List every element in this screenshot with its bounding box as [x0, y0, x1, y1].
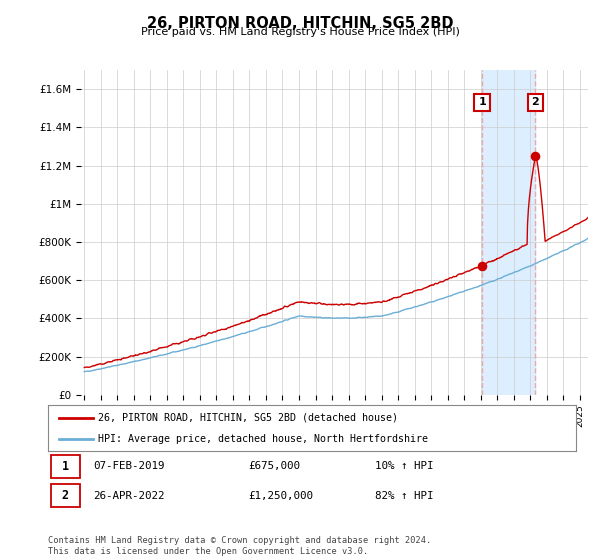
Text: 10% ↑ HPI: 10% ↑ HPI	[376, 461, 434, 472]
Text: 2: 2	[62, 489, 69, 502]
Text: 82% ↑ HPI: 82% ↑ HPI	[376, 491, 434, 501]
Text: HPI: Average price, detached house, North Hertfordshire: HPI: Average price, detached house, Nort…	[98, 435, 428, 444]
Text: 07-FEB-2019: 07-FEB-2019	[93, 461, 164, 472]
Text: 2: 2	[532, 97, 539, 108]
Text: 1: 1	[478, 97, 486, 108]
Text: 26, PIRTON ROAD, HITCHIN, SG5 2BD (detached house): 26, PIRTON ROAD, HITCHIN, SG5 2BD (detac…	[98, 413, 398, 423]
Point	[530, 152, 540, 161]
Text: £675,000: £675,000	[248, 461, 301, 472]
Bar	[50, 484, 80, 507]
Bar	[482, 70, 535, 395]
Point	[478, 262, 487, 270]
Text: £1,250,000: £1,250,000	[248, 491, 314, 501]
Text: 26-APR-2022: 26-APR-2022	[93, 491, 164, 501]
Text: Price paid vs. HM Land Registry's House Price Index (HPI): Price paid vs. HM Land Registry's House …	[140, 27, 460, 37]
Bar	[50, 455, 80, 478]
Text: 26, PIRTON ROAD, HITCHIN, SG5 2BD: 26, PIRTON ROAD, HITCHIN, SG5 2BD	[147, 16, 453, 31]
Text: 1: 1	[62, 460, 69, 473]
Text: Contains HM Land Registry data © Crown copyright and database right 2024.
This d: Contains HM Land Registry data © Crown c…	[48, 536, 431, 556]
